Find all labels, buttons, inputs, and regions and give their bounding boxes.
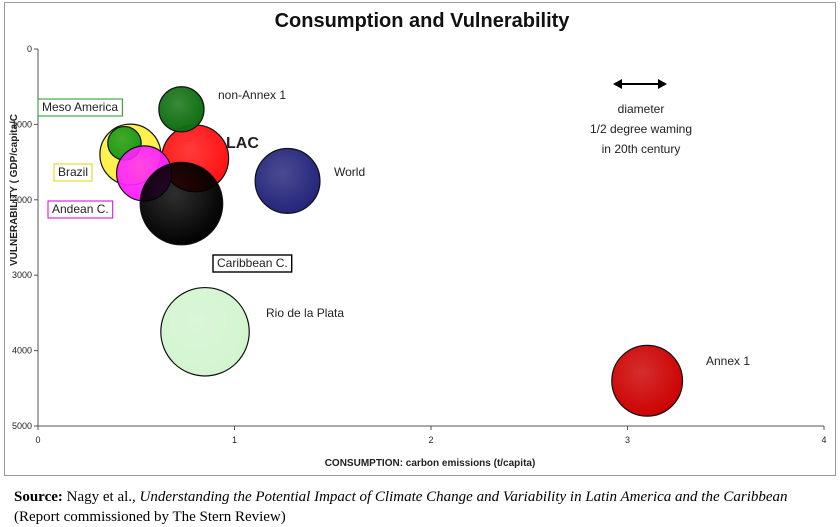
bubble-label-annex-1: Annex 1: [706, 354, 750, 368]
bubble-caribbean-c: [139, 161, 224, 246]
chart-title: Consumption and Vulnerability: [275, 10, 571, 32]
x-tick-label: 2: [428, 435, 433, 445]
annotation-line: in 20th century: [602, 142, 681, 156]
label-box-brazil: [53, 163, 93, 182]
label-box-andean-c: [47, 200, 114, 219]
x-tick-label: 4: [821, 435, 826, 445]
bubbles: [99, 86, 684, 417]
label-box-meso-america: [37, 98, 123, 117]
y-tick-label: 0: [27, 44, 32, 54]
x-tick-label: 0: [35, 435, 40, 445]
source-title: Understanding the Potential Impact of Cl…: [139, 489, 788, 505]
source-note: Source: Nagy et al., Understanding the P…: [14, 487, 834, 527]
bubble-label-andean-c: Andean C.: [52, 202, 109, 216]
bubble-label-rio-de-la-plata: Rio de la Plata: [266, 306, 344, 320]
bubble-world: [254, 147, 321, 214]
axes: 0 1 2 3 4 0 1000 2000 3000 4000 5000: [12, 44, 827, 445]
y-axis-label: VULNERABILITY ( GDP/capita/C: [9, 114, 20, 266]
bubble-label-meso-america: Meso America: [42, 100, 118, 114]
y-tick-label: 1000: [12, 119, 32, 129]
bubble-label-brazil: Brazil: [58, 165, 88, 179]
chart-frame: [4, 2, 836, 476]
x-tick-label: 3: [625, 435, 630, 445]
bubble-rio-de-la-plata: [160, 286, 250, 377]
source-note-text: (Report commissioned by The Stern Review…: [14, 509, 286, 525]
bubble-chart: Consumption and Vulnerability 0 1 2 3 4 0 1000…: [9, 10, 827, 469]
label-box-caribbean-c: [212, 254, 293, 273]
x-tick-label: 1: [232, 435, 237, 445]
source-authors: Nagy et al.,: [66, 489, 136, 505]
x-axis-label: CONSUMPTION: carbon emissions (t/capita): [325, 458, 536, 469]
y-tick-label: 2000: [12, 195, 32, 205]
y-tick-label: 4000: [12, 346, 32, 356]
arrow-right-icon: [658, 79, 667, 89]
bubble-annex-1: [611, 344, 684, 417]
y-tick-label: 5000: [12, 421, 32, 431]
y-tick-label: 3000: [12, 270, 32, 280]
source-label: Source:: [14, 489, 63, 505]
bubble-label-world: World: [334, 165, 365, 179]
diameter-annotation: diameter 1/2 degree waming in 20th century: [590, 79, 692, 156]
bubble-label-lac: LAC: [226, 135, 259, 152]
bubble-label-caribbean-c: Caribbean C.: [217, 256, 288, 270]
annotation-line: 1/2 degree waming: [590, 122, 692, 136]
bubble-label-non-annex-1: non-Annex 1: [218, 88, 286, 102]
bubble-labels: Rio de la Plata World LAC Brazil Meso Americ…: [37, 88, 750, 368]
arrow-left-icon: [613, 79, 622, 89]
bubble-non-annex-1: [158, 86, 205, 133]
annotation-line: diameter: [618, 102, 665, 116]
